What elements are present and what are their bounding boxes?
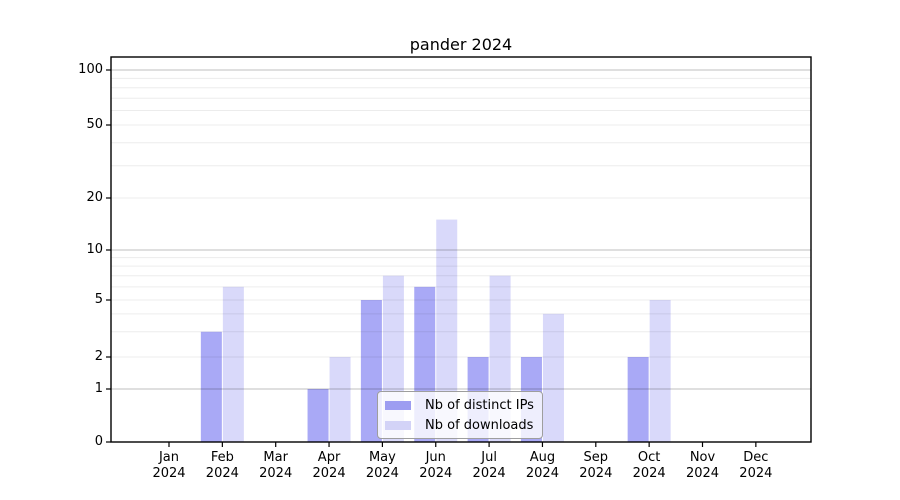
y-tick-label-10: 10 (86, 242, 103, 257)
bar-downloads-oct (649, 300, 671, 442)
legend-label-distinct-ips: Nb of distinct IPs (425, 397, 534, 413)
x-tick-label-sep: Sep 2024 (579, 450, 613, 481)
axes-layer (106, 56, 812, 447)
x-tick-label-feb: Feb 2024 (205, 450, 239, 481)
y-tick-label-0: 0 (94, 434, 103, 449)
chart-title: pander 2024 (409, 35, 513, 54)
bar-distinct-ips-may (360, 300, 382, 442)
x-tick-label-aug: Aug 2024 (525, 450, 559, 481)
x-tick-label-nov: Nov 2024 (685, 450, 720, 481)
legend-item-distinct-ips: Nb of distinct IPs (385, 397, 542, 414)
y-tick-label-5: 5 (94, 292, 103, 307)
x-tick-label-jun: Jun 2024 (419, 450, 453, 481)
x-tick-label-jul: Jul 2024 (472, 450, 506, 481)
legend-swatch-distinct-ips (385, 400, 411, 410)
x-tick-label-dec: Dec 2024 (739, 450, 773, 481)
bar-distinct-ips-oct (627, 357, 649, 442)
bar-downloads-jun (436, 219, 458, 442)
x-tick-label-may: May 2024 (365, 450, 399, 481)
legend-label-downloads: Nb of downloads (425, 417, 534, 433)
grid-layer (111, 69, 811, 390)
bar-downloads-feb (222, 286, 244, 442)
bar-downloads-aug (542, 313, 564, 442)
x-tick-label-apr: Apr 2024 (312, 450, 346, 481)
legend-item-downloads: Nb of downloads (385, 417, 542, 434)
bar-distinct-ips-feb (200, 331, 222, 442)
legend-swatch-downloads (385, 420, 411, 430)
bar-distinct-ips-apr (307, 389, 329, 442)
bar-downloads-apr (329, 357, 351, 442)
y-tick-label-2: 2 (94, 349, 103, 364)
legend: Nb of distinct IPs Nb of downloads (377, 391, 543, 439)
x-tick-label-mar: Mar 2024 (259, 450, 293, 481)
x-tick-label-jan: Jan 2024 (152, 450, 186, 481)
y-tick-label-100: 100 (78, 62, 103, 77)
y-tick-label-1: 1 (94, 381, 103, 396)
y-tick-label-20: 20 (86, 190, 103, 205)
x-tick-label-oct: Oct 2024 (632, 450, 666, 481)
y-tick-label-50: 50 (86, 117, 103, 132)
